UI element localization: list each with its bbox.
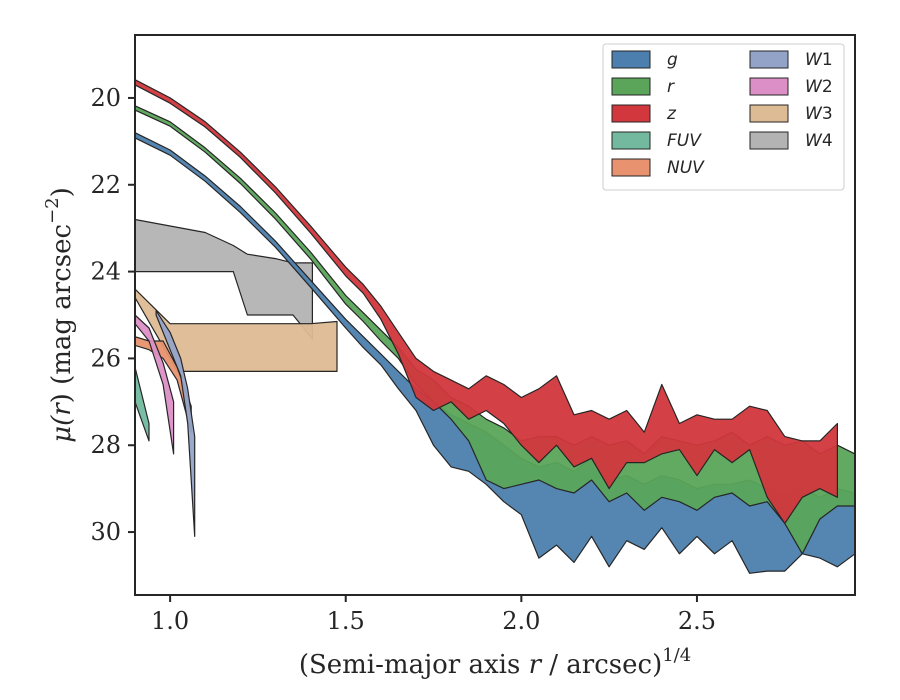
legend-label-w4: W4 [805,131,833,151]
x-tick-label: 1.0 [151,607,189,635]
y-tick-label: 30 [90,518,121,546]
x-tick-label: 2.5 [678,607,716,635]
legend-label-w2: W2 [805,77,833,97]
x-tick-label: 1.5 [327,607,365,635]
band-fuv [135,366,150,442]
legend-label-w3: W3 [805,104,833,124]
plot-bands [135,79,855,574]
plot-frame [134,34,856,596]
legend-swatch-z [611,104,651,123]
x-axis-title: (Semi-major axis r / arcsec)1/4 [299,645,691,680]
legend-swatch-fuv [611,131,651,150]
band-w2 [135,314,175,455]
band-z [135,79,839,525]
y-tick-label: 28 [90,431,121,459]
legend-swatch-w1 [749,50,789,69]
legend-label-g: g [667,50,678,70]
band-w1 [155,310,196,538]
legend-swatch-nuv [611,158,651,177]
axis-ticks: 1.0 1.5 2.0 2.5 20 22 24 26 28 30 [90,84,716,635]
y-tick-label: 26 [90,344,121,372]
legend-label-fuv: FUV [667,131,702,151]
legend-label-z: z [666,104,677,124]
y-tick-label: 20 [90,84,121,112]
legend-swatch-w3 [749,104,789,123]
legend-swatch-w4 [749,131,789,150]
legend-label-w1: W1 [805,50,833,70]
legend: grz FUV NUV W1 W2 W3 W4 [602,43,845,191]
legend-swatch-r [611,77,651,96]
y-axis-title: μ(r) (mag arcsec−2) [42,187,77,443]
x-tick-label: 2.0 [502,607,540,635]
legend-swatch-g [611,50,651,69]
y-tick-label: 22 [90,171,121,199]
legend-swatch-w2 [749,77,789,96]
legend-label-nuv: NUV [667,158,705,178]
y-tick-label: 24 [90,258,121,286]
legend-label-r: r [667,77,675,97]
